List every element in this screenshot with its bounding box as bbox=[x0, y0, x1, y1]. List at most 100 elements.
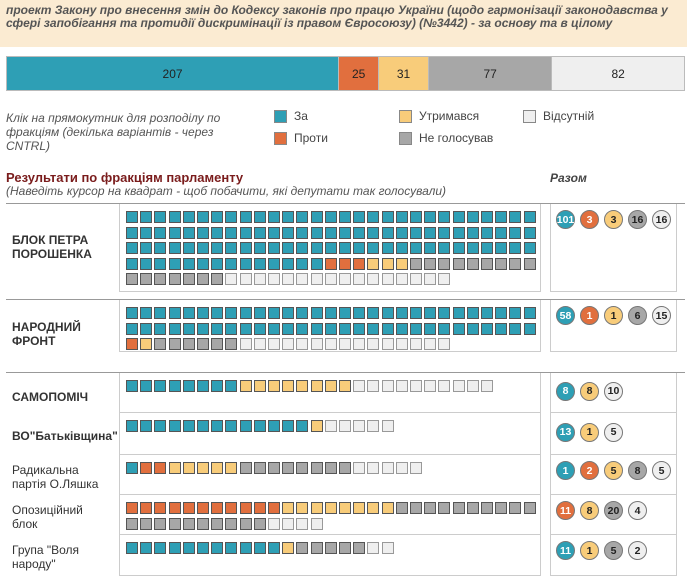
deputy-square-vids[interactable] bbox=[225, 273, 238, 285]
deputy-square-za[interactable] bbox=[495, 211, 508, 223]
deputy-square-za[interactable] bbox=[481, 242, 493, 254]
deputy-square-za[interactable] bbox=[495, 307, 508, 319]
deputy-square-vids[interactable] bbox=[438, 380, 451, 392]
deputy-square-vids[interactable] bbox=[353, 462, 366, 474]
deputy-square-za[interactable] bbox=[225, 322, 238, 335]
deputy-square-za[interactable] bbox=[452, 322, 465, 335]
deputy-square-vids[interactable] bbox=[367, 273, 380, 285]
deputy-square-za[interactable] bbox=[381, 307, 394, 319]
deputy-square-vids[interactable] bbox=[410, 338, 422, 350]
deputy-square-za[interactable] bbox=[182, 420, 195, 432]
deputy-square-ne[interactable] bbox=[168, 273, 181, 285]
deputy-square-proty[interactable] bbox=[154, 462, 167, 474]
deputy-square-za[interactable] bbox=[168, 257, 181, 270]
deputy-square-za[interactable] bbox=[168, 542, 181, 554]
deputy-square-za[interactable] bbox=[282, 242, 295, 254]
deputy-square-vids[interactable] bbox=[282, 517, 295, 530]
deputy-square-vids[interactable] bbox=[381, 462, 394, 474]
deputy-square-za[interactable] bbox=[253, 322, 266, 335]
deputy-square-za[interactable] bbox=[126, 257, 138, 270]
deputy-square-utrym[interactable] bbox=[211, 462, 224, 474]
deputy-square-za[interactable] bbox=[182, 380, 195, 392]
deputy-square-za[interactable] bbox=[282, 322, 295, 335]
deputy-square-za[interactable] bbox=[282, 211, 295, 223]
deputy-square-za[interactable] bbox=[211, 420, 224, 432]
deputy-square-za[interactable] bbox=[282, 307, 295, 319]
legend-proty[interactable]: Проти bbox=[274, 131, 328, 145]
deputy-square-vids[interactable] bbox=[239, 338, 252, 350]
deputy-square-za[interactable] bbox=[395, 226, 408, 239]
deputy-square-za[interactable] bbox=[381, 211, 394, 223]
summary-segment-vids[interactable]: 82 bbox=[552, 57, 684, 90]
deputy-square-utrym[interactable] bbox=[282, 380, 295, 392]
deputy-square-ne[interactable] bbox=[523, 502, 536, 514]
deputy-square-za[interactable] bbox=[225, 307, 238, 319]
deputy-square-za[interactable] bbox=[523, 322, 536, 335]
deputy-square-vids[interactable] bbox=[395, 338, 408, 350]
deputy-square-za[interactable] bbox=[239, 322, 252, 335]
deputy-square-za[interactable] bbox=[424, 211, 437, 223]
deputy-square-ne[interactable] bbox=[211, 517, 224, 530]
deputy-square-ne[interactable] bbox=[282, 462, 295, 474]
deputy-square-za[interactable] bbox=[509, 322, 522, 335]
deputy-square-za[interactable] bbox=[211, 322, 224, 335]
deputy-square-za[interactable] bbox=[339, 211, 351, 223]
deputy-square-za[interactable] bbox=[239, 542, 252, 554]
deputy-square-za[interactable] bbox=[310, 226, 323, 239]
deputy-square-utrym[interactable] bbox=[310, 420, 323, 432]
deputy-square-za[interactable] bbox=[282, 226, 295, 239]
deputy-square-vids[interactable] bbox=[367, 420, 380, 432]
deputy-square-utrym[interactable] bbox=[339, 502, 351, 514]
deputy-square-za[interactable] bbox=[168, 420, 181, 432]
deputy-square-za[interactable] bbox=[410, 322, 422, 335]
deputy-square-ne[interactable] bbox=[239, 517, 252, 530]
deputy-square-ne[interactable] bbox=[253, 517, 266, 530]
deputy-square-za[interactable] bbox=[438, 226, 451, 239]
deputy-square-ne[interactable] bbox=[154, 273, 167, 285]
deputy-square-vids[interactable] bbox=[339, 338, 351, 350]
deputy-square-za[interactable] bbox=[310, 322, 323, 335]
deputy-square-utrym[interactable] bbox=[310, 380, 323, 392]
deputy-square-ne[interactable] bbox=[509, 502, 522, 514]
deputy-square-vids[interactable] bbox=[296, 517, 309, 530]
deputy-square-za[interactable] bbox=[310, 242, 323, 254]
deputy-square-ne[interactable] bbox=[211, 338, 224, 350]
deputy-square-za[interactable] bbox=[410, 307, 422, 319]
deputy-square-za[interactable] bbox=[140, 542, 153, 554]
deputy-square-za[interactable] bbox=[481, 211, 493, 223]
deputy-square-vids[interactable] bbox=[381, 380, 394, 392]
deputy-square-proty[interactable] bbox=[140, 502, 153, 514]
deputy-square-za[interactable] bbox=[140, 420, 153, 432]
deputy-square-proty[interactable] bbox=[353, 257, 366, 270]
deputy-square-za[interactable] bbox=[381, 322, 394, 335]
deputy-square-vids[interactable] bbox=[381, 420, 394, 432]
deputy-square-vids[interactable] bbox=[381, 338, 394, 350]
deputy-square-ne[interactable] bbox=[452, 502, 465, 514]
deputy-square-vids[interactable] bbox=[310, 273, 323, 285]
deputy-square-za[interactable] bbox=[424, 226, 437, 239]
deputy-square-ne[interactable] bbox=[410, 257, 422, 270]
deputy-square-za[interactable] bbox=[481, 322, 493, 335]
deputy-square-vids[interactable] bbox=[481, 380, 493, 392]
deputy-square-ne[interactable] bbox=[466, 257, 479, 270]
deputy-square-za[interactable] bbox=[339, 322, 351, 335]
legend-utrym[interactable]: Утримався bbox=[399, 109, 479, 123]
deputy-square-za[interactable] bbox=[282, 420, 295, 432]
deputy-square-za[interactable] bbox=[182, 257, 195, 270]
deputy-square-za[interactable] bbox=[126, 211, 138, 223]
deputy-square-utrym[interactable] bbox=[324, 380, 337, 392]
deputy-square-ne[interactable] bbox=[211, 273, 224, 285]
deputy-square-proty[interactable] bbox=[197, 502, 209, 514]
deputy-square-za[interactable] bbox=[523, 242, 536, 254]
deputy-square-za[interactable] bbox=[296, 307, 309, 319]
deputy-square-za[interactable] bbox=[339, 226, 351, 239]
deputy-square-za[interactable] bbox=[296, 420, 309, 432]
deputy-square-za[interactable] bbox=[452, 307, 465, 319]
deputy-square-vids[interactable] bbox=[310, 338, 323, 350]
deputy-square-vids[interactable] bbox=[324, 338, 337, 350]
deputy-square-za[interactable] bbox=[268, 307, 280, 319]
deputy-square-ne[interactable] bbox=[324, 542, 337, 554]
deputy-square-vids[interactable] bbox=[339, 420, 351, 432]
deputy-square-za[interactable] bbox=[495, 226, 508, 239]
deputy-square-za[interactable] bbox=[324, 242, 337, 254]
